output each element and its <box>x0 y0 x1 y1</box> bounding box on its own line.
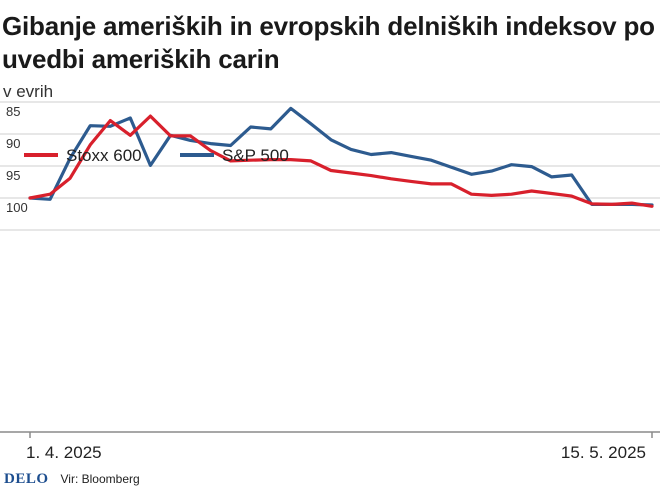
footer: DELO Vir: Bloomberg <box>0 468 660 490</box>
series-lines <box>28 106 654 208</box>
y-tick-label: 95 <box>6 168 20 183</box>
y-axis-ticks: 85 90 95 100 <box>6 104 28 215</box>
series-line-stoxx-600 <box>28 114 654 208</box>
x-tick-label: 15. 5. 2025 <box>561 443 646 462</box>
brand-logo: DELO <box>4 470 49 487</box>
legend: Stoxx 600 S&P 500 <box>24 146 289 165</box>
gridlines <box>0 101 660 231</box>
y-tick-label: 90 <box>6 136 20 151</box>
legend-sp-500-label: S&P 500 <box>222 146 289 165</box>
source-note: Vir: Bloomberg <box>60 472 140 486</box>
x-tick-label: 1. 4. 2025 <box>26 443 102 462</box>
x-axis-ticks: 1. 4. 2025 15. 5. 2025 <box>26 432 653 462</box>
chart-subtitle: v evrih <box>3 82 54 101</box>
series-line-sp-500 <box>28 106 654 207</box>
y-tick-label: 100 <box>6 200 28 215</box>
legend-stoxx-600-label: Stoxx 600 <box>66 146 142 165</box>
chart-title: Gibanje ameriških in evropskih delniških… <box>2 11 655 74</box>
y-tick-label: 85 <box>6 104 20 119</box>
